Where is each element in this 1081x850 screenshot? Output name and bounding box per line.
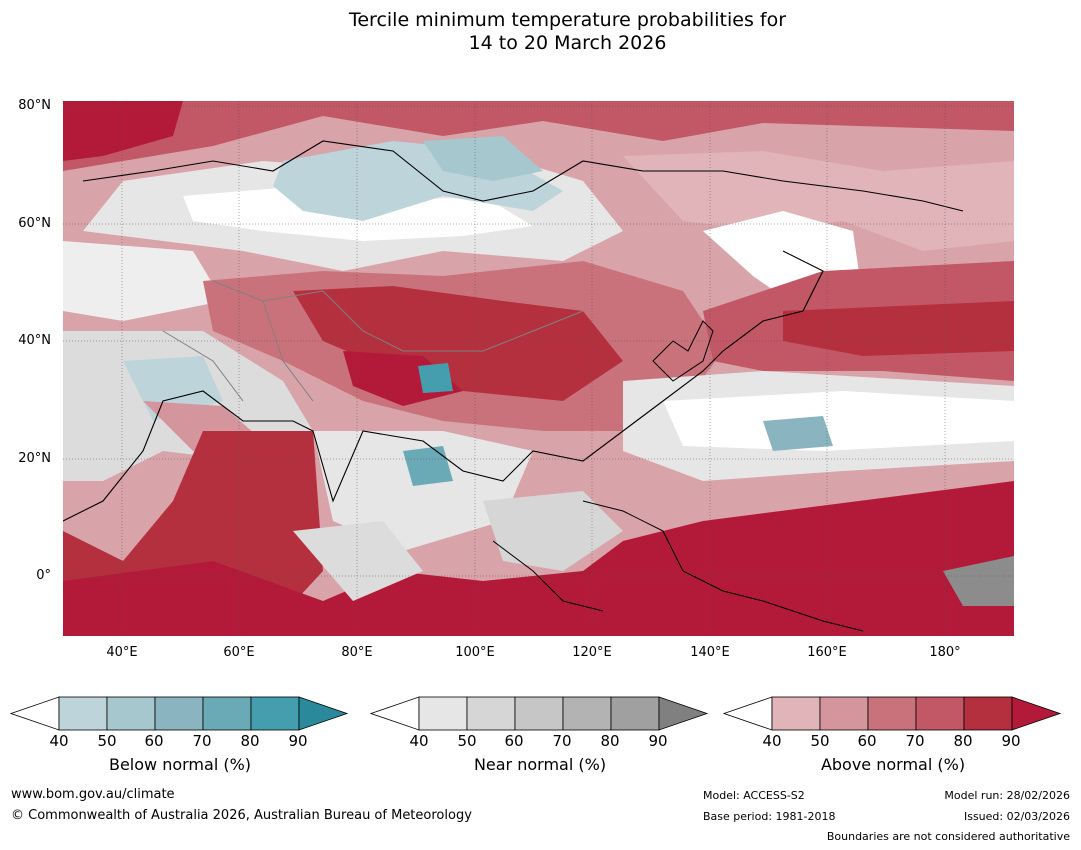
base-period: Base period: 1981-2018	[703, 810, 836, 823]
colorbar-high-extension	[298, 696, 349, 731]
colorbar-above-normal-swatches	[723, 696, 1062, 731]
colorbar-near-normal-swatches	[370, 696, 709, 731]
east-pacific-grey-patch	[943, 556, 1014, 606]
lat-label-40n: 40°N	[18, 333, 51, 348]
colorbar-below-tick: 40	[49, 732, 69, 750]
lon-label-100e: 100°E	[455, 645, 495, 660]
colorbar-low-extension	[723, 696, 773, 731]
colorbar-below-tick: 90	[288, 732, 308, 750]
colorbar-swatch	[963, 696, 1013, 731]
colorbar-swatch	[250, 696, 300, 731]
lon-label-180: 180°	[929, 645, 961, 660]
colorbar-above-normal: 40 50 60 70 80 90 Above normal (%)	[723, 696, 1063, 776]
colorbar-near-title: Near normal (%)	[473, 755, 607, 774]
coastline-japan	[652, 320, 714, 382]
colorbar-low-extension	[10, 696, 60, 731]
west-white-region	[63, 241, 223, 321]
colorbar-above-tick: 50	[810, 732, 830, 750]
probability-map	[63, 101, 1014, 636]
title-line-1: Tercile minimum temperature probabilitie…	[348, 9, 787, 31]
colorbar-high-extension	[658, 696, 709, 731]
colorbar-near-tick: 90	[648, 732, 668, 750]
lon-label-80e: 80°E	[341, 645, 373, 660]
boundaries-disclaimer: Boundaries are not considered authoritat…	[826, 830, 1070, 843]
website-link[interactable]: www.bom.gov.au/climate	[11, 787, 175, 802]
colorbar-high-extension	[1011, 696, 1062, 731]
colorbar-above-tick: 70	[905, 732, 925, 750]
colorbar-swatch	[867, 696, 917, 731]
colorbar-swatch	[514, 696, 564, 731]
model-run-date: Model run: 28/02/2026	[944, 789, 1070, 802]
north-blue-patch	[423, 136, 543, 181]
colorbar-near-tick: 60	[504, 732, 524, 750]
tibet-blue-patch	[418, 363, 453, 393]
colorbar-swatch	[154, 696, 204, 731]
colorbar-above-tick: 90	[1001, 732, 1021, 750]
issued-date: Issued: 02/03/2026	[963, 810, 1070, 823]
colorbar-near-tick: 50	[457, 732, 477, 750]
colorbar-swatch	[106, 696, 156, 731]
lon-label-60e: 60°E	[223, 645, 255, 660]
coastline-islands	[492, 500, 864, 632]
coastline-eurasia	[63, 140, 964, 522]
colorbar-swatch	[771, 696, 821, 731]
lat-label-20n: 20°N	[18, 451, 51, 466]
colorbar-swatch	[562, 696, 612, 731]
colorbar-low-extension	[370, 696, 420, 731]
lat-label-60n: 60°N	[18, 216, 51, 231]
colorbar-below-tick: 80	[240, 732, 260, 750]
copyright-text: © Commonwealth of Australia 2026, Austra…	[11, 808, 472, 823]
arctic-red-region	[63, 101, 1014, 171]
colorbar-near-tick: 80	[600, 732, 620, 750]
india-near-normal	[313, 431, 533, 551]
colorbar-below-normal-swatches	[10, 696, 349, 731]
grid-lines	[63, 101, 1014, 636]
pacific-below-normal-patch	[763, 416, 833, 451]
lon-label-140e: 140°E	[690, 645, 730, 660]
colorbar-above-tick: 40	[762, 732, 782, 750]
colorbar-swatch	[610, 696, 660, 731]
lon-label-120e: 120°E	[572, 645, 612, 660]
lon-label-40e: 40°E	[106, 645, 138, 660]
colorbar-above-title: Above normal (%)	[820, 755, 966, 774]
colorbar-swatch	[915, 696, 965, 731]
india-blue-patch	[403, 446, 453, 486]
colorbar-below-tick: 50	[97, 732, 117, 750]
colorbar-above-tick: 80	[953, 732, 973, 750]
lat-label-0: 0°	[36, 568, 51, 583]
central-asia-deep-red	[293, 286, 623, 401]
country-borders	[162, 280, 584, 402]
model-name: Model: ACCESS-S2	[703, 789, 805, 802]
colorbar-below-tick: 70	[192, 732, 212, 750]
colorbar-below-title: Below normal (%)	[108, 755, 252, 774]
map-title: Tercile minimum temperature probabilitie…	[0, 9, 1081, 55]
colorbar-near-tick: 70	[552, 732, 572, 750]
colorbar-swatch	[819, 696, 869, 731]
indian-ocean-grey-patch	[293, 521, 423, 601]
colorbar-near-tick: 40	[409, 732, 429, 750]
subtropical-pacific-white	[663, 391, 1014, 451]
colorbar-swatch	[466, 696, 516, 731]
equatorial-deep-red	[63, 481, 1014, 636]
north-pacific-deep-red	[783, 301, 1014, 356]
maritime-continent-grey	[483, 491, 623, 571]
title-line-2: 14 to 20 March 2026	[468, 32, 667, 54]
colorbar-swatch	[58, 696, 108, 731]
far-north-deep-red	[63, 101, 183, 161]
lat-label-80n: 80°N	[18, 98, 51, 113]
northeast-pink-region	[623, 151, 1014, 251]
colorbar-above-tick: 60	[857, 732, 877, 750]
colorbar-near-normal: 40 50 60 70 80 90 Near normal (%)	[370, 696, 710, 776]
lon-label-160e: 160°E	[807, 645, 847, 660]
colorbar-swatch	[202, 696, 252, 731]
colorbar-swatch	[418, 696, 468, 731]
colorbar-below-normal: 40 50 60 70 80 90 Below normal (%)	[10, 696, 350, 776]
colorbar-below-tick: 60	[144, 732, 164, 750]
